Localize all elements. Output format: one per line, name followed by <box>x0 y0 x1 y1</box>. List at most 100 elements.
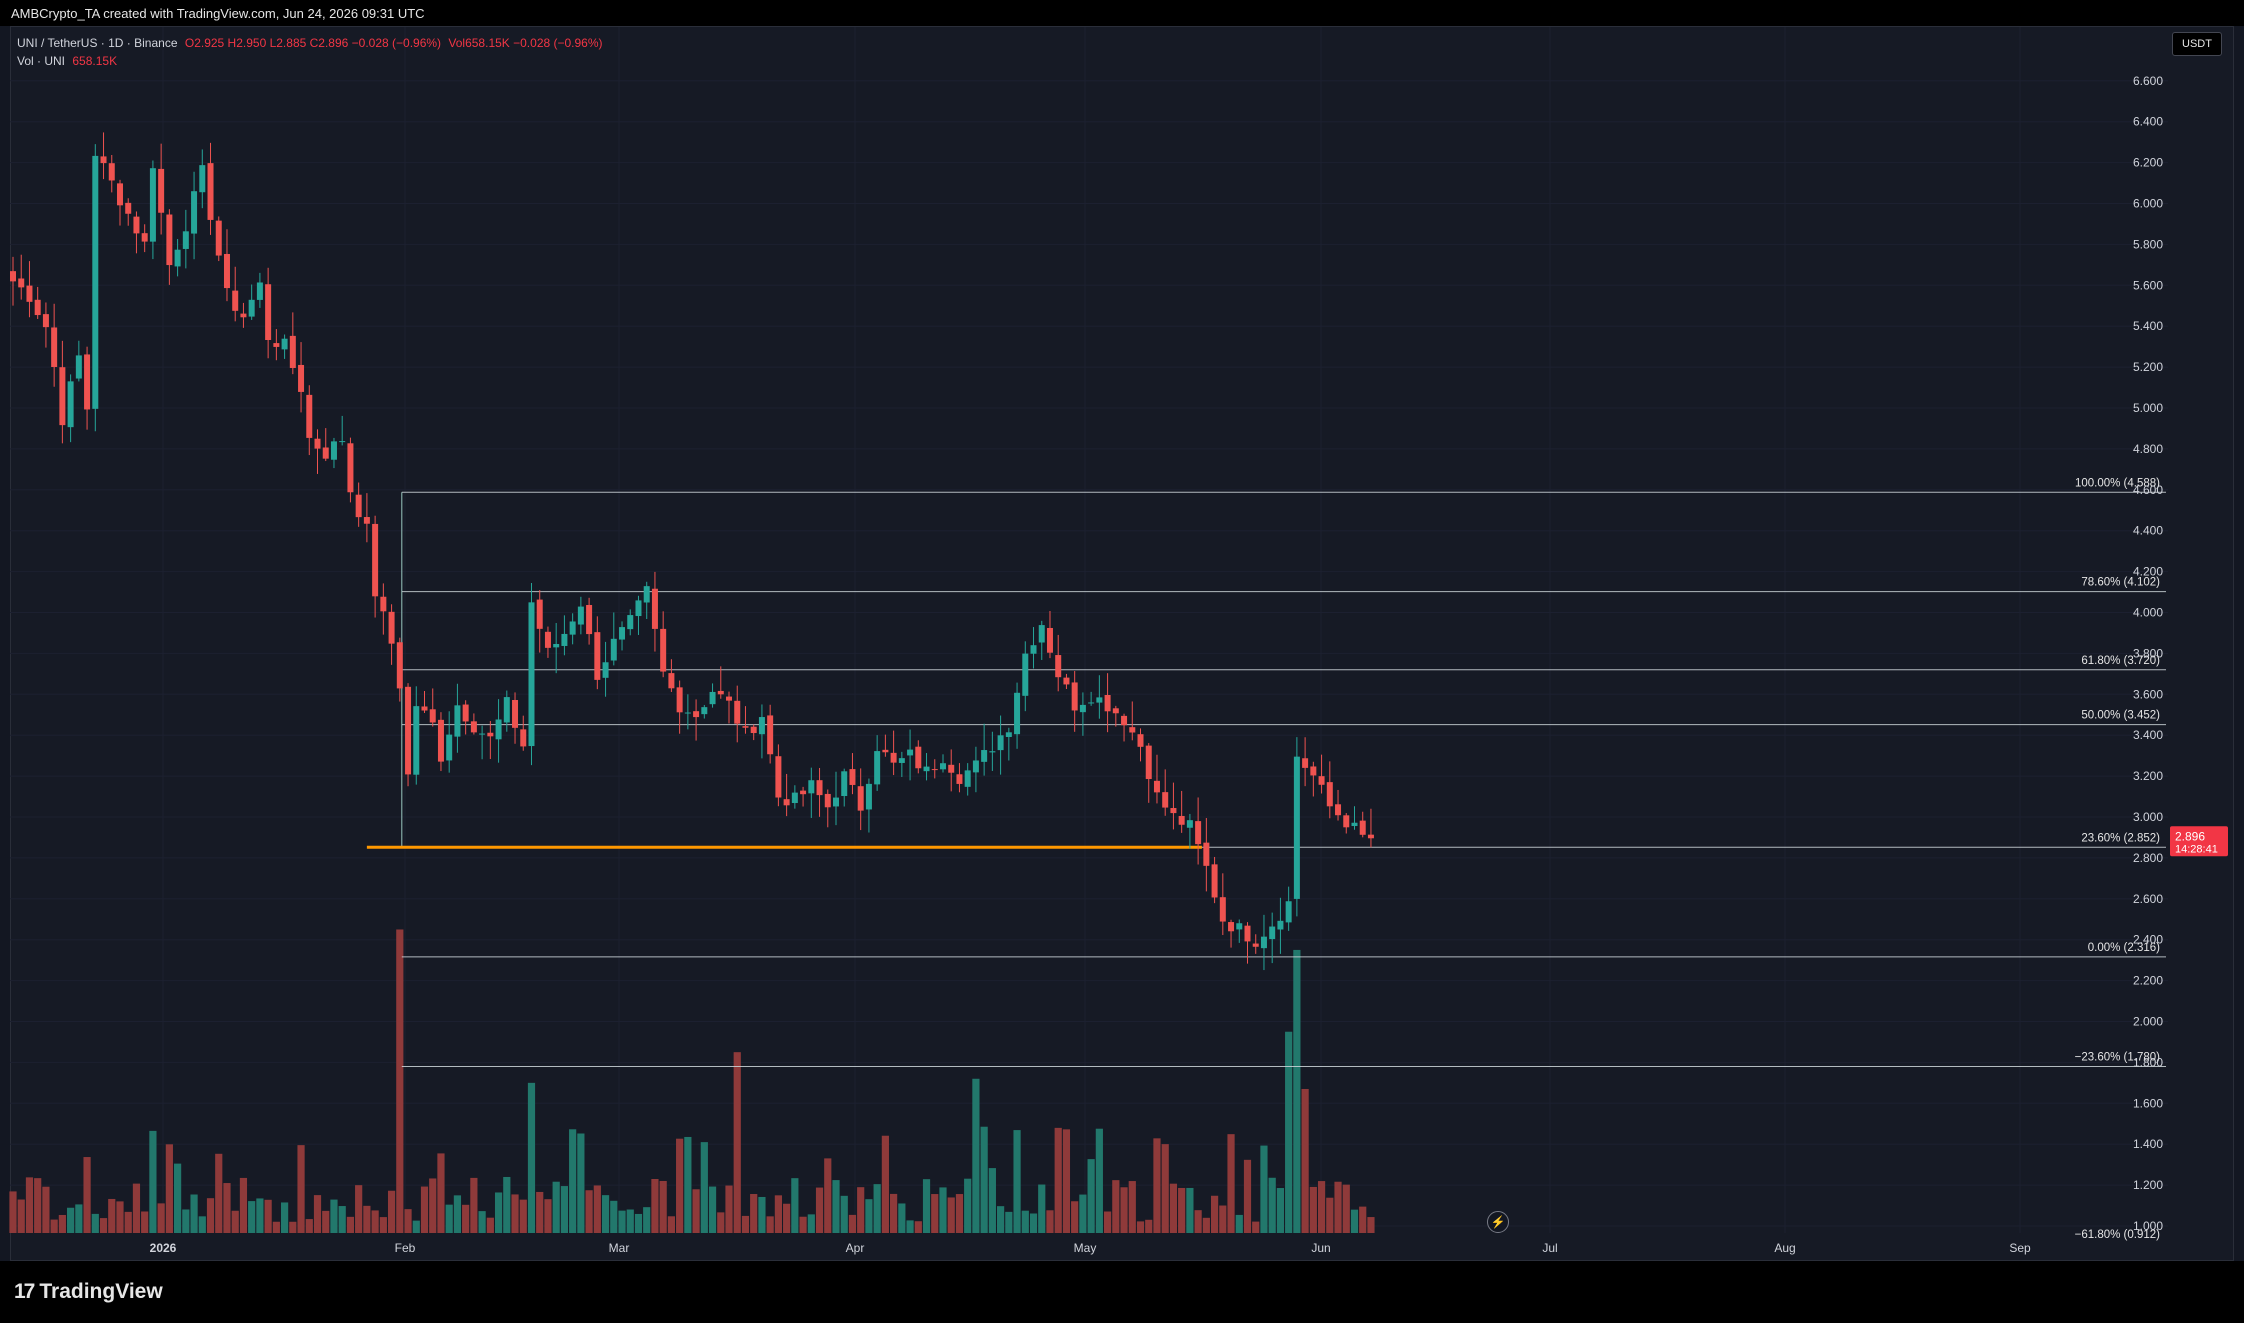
volume-bar <box>676 1138 684 1233</box>
candle-body <box>240 313 247 318</box>
volume-bar <box>17 1199 25 1233</box>
candle-body <box>149 168 156 242</box>
candle-body <box>84 354 91 410</box>
volume-bar <box>758 1196 766 1233</box>
y-tick-label: 6.600 <box>2133 74 2163 88</box>
candle-body <box>791 792 798 804</box>
volume-bar <box>1243 1159 1252 1233</box>
candle-body <box>273 343 280 347</box>
volume-bar <box>947 1197 955 1233</box>
volume-bar <box>750 1194 758 1233</box>
candle-body <box>1318 776 1325 785</box>
y-tick-label: 5.000 <box>2133 401 2163 415</box>
volume-bar <box>626 1209 634 1233</box>
y-tick-label: 5.600 <box>2133 278 2163 292</box>
volume-bar <box>766 1216 774 1233</box>
candle-body <box>1088 702 1095 704</box>
volume-bar <box>272 1221 280 1233</box>
fib-level-label: −23.60% (1.780) <box>2075 1051 2161 1063</box>
volume-bar <box>355 1185 363 1233</box>
y-tick-label: 6.200 <box>2133 156 2163 170</box>
candle-body <box>1310 766 1317 776</box>
candle-body <box>355 494 362 518</box>
fib-level-label: 78.60% (4.102) <box>2081 577 2160 589</box>
volume-bar <box>132 1183 141 1233</box>
candle-body <box>619 627 626 640</box>
volume-bar <box>1120 1187 1128 1233</box>
candle-body <box>676 687 683 713</box>
volume-bar <box>1252 1221 1260 1233</box>
volume-bar <box>1260 1145 1268 1233</box>
volume-bar <box>1194 1210 1202 1233</box>
volume-bar <box>585 1190 593 1233</box>
volume-bar <box>643 1207 651 1233</box>
volume-bar <box>486 1217 494 1233</box>
volume-bar <box>280 1202 289 1233</box>
volume-bar <box>1186 1187 1194 1233</box>
candle-body <box>281 338 288 350</box>
volume-bar <box>248 1201 256 1233</box>
candle-body <box>10 271 16 282</box>
lightning-icon[interactable]: ⚡ <box>1487 1211 1509 1233</box>
grid-lines <box>10 27 2168 1233</box>
y-tick-label: 4.200 <box>2133 565 2163 579</box>
y-tick-label: 1.600 <box>2133 1096 2163 1110</box>
candle-body <box>1236 923 1243 930</box>
fib-retracement: 100.00% (4.588) 78.60% (4.102) 61.80% (3.7… <box>366 477 2166 1241</box>
y-tick-label: 5.200 <box>2133 360 2163 374</box>
y-tick-label: 4.800 <box>2133 442 2163 456</box>
candle-body <box>363 517 370 524</box>
candle-body <box>182 231 189 249</box>
candle-body <box>1195 821 1202 845</box>
candle-body <box>1260 936 1267 949</box>
x-tick-label: 2026 <box>150 1241 177 1255</box>
candle-body <box>1178 815 1185 825</box>
candle-body <box>808 780 815 794</box>
candle-body <box>668 673 675 689</box>
candle-body <box>232 290 239 311</box>
candle-body <box>890 752 897 763</box>
volume-bar <box>536 1191 544 1233</box>
candle-body <box>248 299 255 317</box>
volume-bar <box>898 1203 906 1233</box>
volume-bar <box>1161 1144 1169 1233</box>
volume-bar <box>651 1178 659 1233</box>
candle-body <box>923 766 930 772</box>
volume-bar <box>67 1207 75 1233</box>
volume-bar <box>1128 1181 1136 1233</box>
y-tick-label: 1.400 <box>2133 1137 2163 1151</box>
volume-bar <box>462 1204 470 1233</box>
volume-bar <box>783 1203 791 1233</box>
y-tick-label: 1.000 <box>2133 1219 2163 1233</box>
candle-body <box>577 606 584 625</box>
volume-bar <box>1326 1197 1334 1233</box>
candle-body <box>223 253 230 289</box>
candle-body <box>1071 682 1078 711</box>
candle-body <box>750 726 757 734</box>
candle-body <box>726 696 733 701</box>
volume-bar <box>363 1205 371 1233</box>
volume-bar <box>9 1191 17 1233</box>
candle-body <box>865 783 872 810</box>
volume-bar <box>1276 1188 1285 1233</box>
volume-bar <box>1145 1219 1153 1233</box>
volume-bar <box>634 1213 643 1233</box>
candle-body <box>1005 732 1012 737</box>
volume-bar <box>1062 1129 1071 1233</box>
chart-pane[interactable] <box>10 26 2234 1261</box>
price-axis: 6.600 6.400 6.200 6.000 5.800 5.600 5.400 5.200… <box>2133 74 2163 1233</box>
volume-bar <box>503 1176 511 1233</box>
candle-body <box>100 156 107 164</box>
candle-body <box>1063 677 1070 685</box>
candle-body <box>215 220 222 256</box>
brand[interactable]: 17 TradingView <box>14 1280 163 1304</box>
currency-button[interactable]: USDT <box>2172 32 2222 56</box>
volume-bar <box>412 1220 420 1233</box>
candle-body <box>1162 792 1169 808</box>
candle-body <box>437 719 444 762</box>
candle-body <box>141 233 148 242</box>
volume-bar <box>577 1133 585 1233</box>
candle-body <box>347 443 354 493</box>
volume-bar <box>322 1210 330 1233</box>
